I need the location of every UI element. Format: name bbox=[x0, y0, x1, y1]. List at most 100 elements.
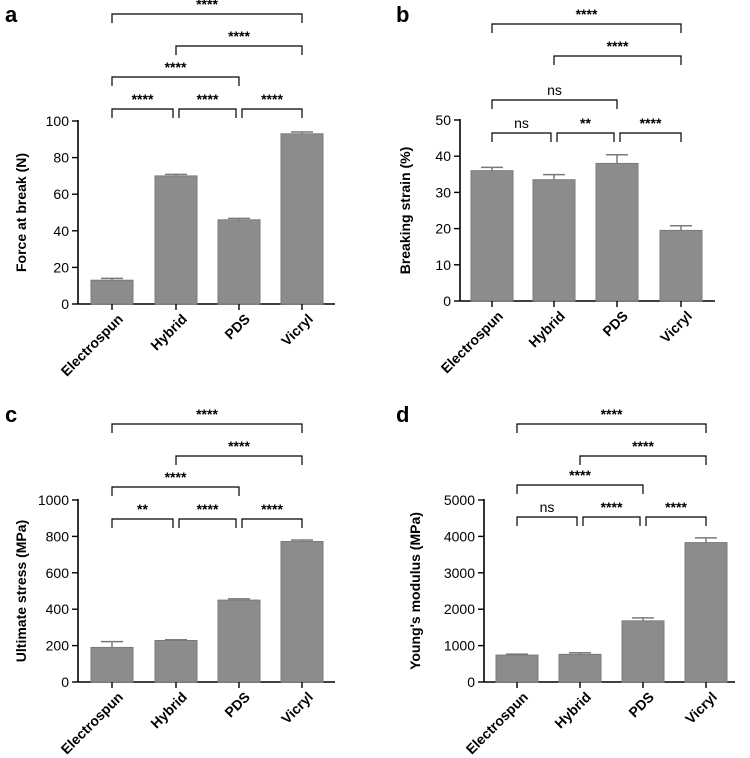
significance-label: **** bbox=[601, 406, 623, 422]
category-label: Vicryl bbox=[682, 689, 720, 727]
significance-label: **** bbox=[132, 91, 154, 107]
category-label: Electrospun bbox=[58, 311, 127, 380]
category-label: Vicryl bbox=[278, 311, 316, 349]
significance-bracket bbox=[645, 516, 707, 526]
y-tick-label: 100 bbox=[46, 113, 70, 129]
significance-bracket bbox=[491, 99, 618, 109]
significance-bracket bbox=[111, 423, 303, 433]
significance-bracket bbox=[175, 45, 303, 55]
y-tick-label: 40 bbox=[53, 223, 69, 239]
y-tick-label: 20 bbox=[435, 221, 451, 237]
significance-label: **** bbox=[569, 467, 591, 483]
panel-letter: b bbox=[396, 2, 409, 27]
significance-bracket bbox=[516, 516, 578, 526]
bar-electrospun bbox=[495, 654, 539, 683]
significance-label: **** bbox=[165, 469, 187, 485]
bar-pds bbox=[217, 599, 261, 683]
panel-d: d 0 1000 2000 3000 4000 5000 Young's modulus (M… bbox=[396, 402, 735, 757]
panel-c: c 0 200 400 600 800 1000 Ultimate stress (MPa) E… bbox=[5, 402, 335, 757]
category-label: Vicryl bbox=[657, 308, 695, 346]
bar-pds bbox=[217, 219, 261, 305]
significance-label: **** bbox=[632, 438, 654, 454]
significance-bracket bbox=[553, 55, 682, 65]
significance-label: **** bbox=[165, 59, 187, 75]
category-label: Hybrid bbox=[525, 308, 568, 351]
y-tick-label: 4000 bbox=[444, 528, 475, 544]
y-tick-label: 0 bbox=[467, 674, 475, 690]
y-tick-label: 30 bbox=[435, 184, 451, 200]
significance-bracket bbox=[241, 518, 303, 528]
category-label: PDS bbox=[221, 689, 253, 721]
bar-hybrid bbox=[532, 179, 576, 302]
y-tick-label: 2000 bbox=[444, 601, 475, 617]
y-axis-title: Young's modulus (MPa) bbox=[407, 512, 423, 670]
y-axis-title: Force at break (N) bbox=[13, 153, 29, 272]
significance-label: **** bbox=[228, 438, 250, 454]
significance-bracket bbox=[178, 518, 237, 528]
significance-bracket bbox=[241, 108, 303, 118]
category-label: PDS bbox=[221, 311, 253, 343]
y-tick-label: 600 bbox=[46, 565, 70, 581]
bar-vicryl bbox=[280, 133, 324, 305]
significance-bracket bbox=[111, 486, 240, 496]
significance-bracket bbox=[111, 108, 174, 118]
significance-label: **** bbox=[640, 115, 662, 131]
significance-label: ns bbox=[514, 115, 529, 131]
bar-electrospun bbox=[90, 279, 134, 305]
y-tick-label: 800 bbox=[46, 528, 70, 544]
y-tick-label: 80 bbox=[53, 150, 69, 166]
significance-bracket bbox=[175, 455, 303, 465]
y-axis-title: Ultimate stress (MPa) bbox=[13, 520, 29, 662]
significance-label: **** bbox=[228, 28, 250, 44]
significance-label: ** bbox=[580, 115, 591, 131]
y-tick-label: 200 bbox=[46, 638, 70, 654]
significance-label: **** bbox=[197, 91, 219, 107]
y-tick-label: 0 bbox=[61, 296, 69, 312]
panel-b: b 0 10 20 30 40 50 Breaking strain (%) Electrosp… bbox=[396, 2, 715, 376]
bar-vicryl bbox=[280, 540, 324, 683]
category-label: Electrospun bbox=[438, 308, 507, 377]
significance-label: **** bbox=[576, 6, 598, 22]
y-tick-label: 1000 bbox=[38, 492, 69, 508]
significance-label: ns bbox=[540, 499, 555, 515]
significance-label: **** bbox=[196, 0, 218, 12]
significance-bracket bbox=[579, 455, 707, 465]
y-tick-label: 0 bbox=[443, 293, 451, 309]
significance-label: **** bbox=[665, 499, 687, 515]
bar-hybrid bbox=[154, 175, 198, 305]
significance-bracket bbox=[619, 132, 682, 142]
y-tick-label: 50 bbox=[435, 112, 451, 128]
y-tick-label: 0 bbox=[61, 674, 69, 690]
category-label: Hybrid bbox=[147, 689, 190, 732]
significance-bracket bbox=[111, 13, 303, 23]
bar-vicryl bbox=[659, 229, 703, 302]
significance-label: **** bbox=[196, 406, 218, 422]
significance-label: **** bbox=[607, 38, 629, 54]
significance-bracket bbox=[111, 76, 240, 86]
significance-bracket bbox=[516, 423, 707, 433]
significance-label: ns bbox=[547, 82, 562, 98]
significance-bracket bbox=[516, 484, 644, 494]
panel-a: a 0 20 40 60 80 100 Force at break (N) Electrosp… bbox=[5, 0, 335, 379]
significance-label: **** bbox=[601, 499, 623, 515]
category-label: PDS bbox=[625, 689, 657, 721]
significance-label: **** bbox=[261, 501, 283, 517]
y-tick-label: 60 bbox=[53, 186, 69, 202]
significance-label: **** bbox=[261, 91, 283, 107]
y-tick-label: 40 bbox=[435, 148, 451, 164]
bar-hybrid bbox=[558, 653, 602, 683]
category-label: Electrospun bbox=[463, 689, 532, 758]
panel-letter: d bbox=[396, 402, 409, 427]
bar-vicryl bbox=[684, 542, 728, 683]
significance-bracket bbox=[111, 518, 174, 528]
significance-label: **** bbox=[197, 501, 219, 517]
bar-electrospun bbox=[470, 170, 514, 302]
y-axis-title: Breaking strain (%) bbox=[397, 147, 413, 275]
bar-pds bbox=[621, 620, 665, 683]
significance-label: ** bbox=[137, 501, 148, 517]
significance-bracket bbox=[178, 108, 237, 118]
category-label: Hybrid bbox=[551, 689, 594, 732]
panel-letter: a bbox=[5, 2, 18, 27]
category-label: Hybrid bbox=[147, 311, 190, 354]
